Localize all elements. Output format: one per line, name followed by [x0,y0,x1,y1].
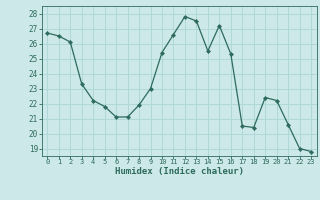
X-axis label: Humidex (Indice chaleur): Humidex (Indice chaleur) [115,167,244,176]
